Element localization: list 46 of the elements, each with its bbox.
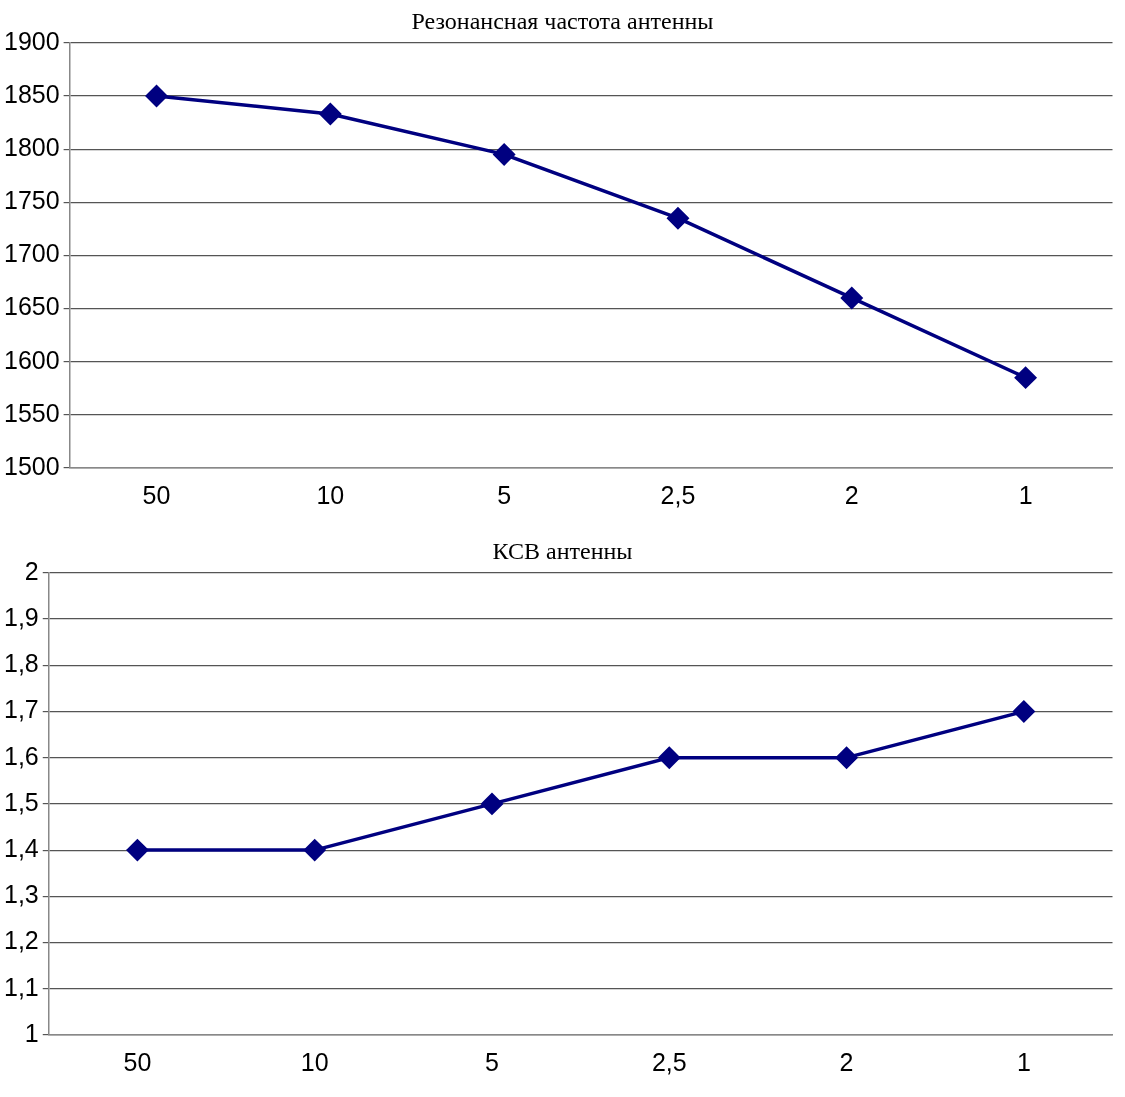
point <box>145 85 168 107</box>
y-tick-label: 2 <box>24 556 39 585</box>
y-tick-label: 1,1 <box>3 972 39 1001</box>
x-tick-label: 2 <box>839 1047 854 1076</box>
y-tick-label: 1900 <box>3 26 60 55</box>
y-tick-label: 1,8 <box>3 649 39 678</box>
y-tick-label: 1,4 <box>3 834 39 863</box>
x-tick-label: 5 <box>497 480 512 509</box>
y-tick-label: 1,3 <box>3 880 39 909</box>
point <box>126 839 149 861</box>
y-tick-label: 1550 <box>3 398 60 427</box>
x-tick-label: 2 <box>844 480 859 509</box>
y-tick-label: 1750 <box>3 186 60 215</box>
y-tick-label: 1,9 <box>3 602 39 631</box>
point <box>667 207 689 229</box>
y-tick-label: 1,5 <box>3 787 39 816</box>
y-tick-label: 1500 <box>3 451 60 480</box>
x-tick-label: 5 <box>485 1047 499 1076</box>
point <box>658 746 681 769</box>
x-tick-label: 1 <box>1016 1047 1031 1076</box>
x-tick-label: 10 <box>316 480 345 509</box>
y-tick-label: 1850 <box>3 79 60 108</box>
x-tick-label: 2,5 <box>660 480 696 509</box>
point <box>481 793 503 815</box>
x-tick-label: 50 <box>123 1047 152 1076</box>
point <box>835 746 858 769</box>
y-tick-label: 1,7 <box>3 695 39 724</box>
x-tick-label: 10 <box>300 1047 329 1076</box>
point <box>841 287 863 309</box>
x-tick-label: 50 <box>142 480 171 509</box>
point <box>493 143 515 166</box>
y-tick-label: 1 <box>24 1018 39 1047</box>
y-tick-label: 1,2 <box>3 926 39 955</box>
point <box>1014 366 1037 389</box>
x-tick-label: 1 <box>1018 480 1033 509</box>
y-tick-label: 1800 <box>3 132 60 161</box>
y-tick-label: 1,6 <box>3 741 39 770</box>
chart-title: КСВ антенны <box>492 537 633 564</box>
point <box>303 839 326 861</box>
x-tick-label: 2,5 <box>651 1047 687 1076</box>
chart-title: Резонансная частота антенны <box>411 7 714 34</box>
point <box>1013 700 1035 723</box>
y-tick-label: 1650 <box>3 292 60 321</box>
point <box>319 103 342 125</box>
y-tick-label: 1600 <box>3 345 60 374</box>
y-tick-label: 1700 <box>3 239 60 268</box>
